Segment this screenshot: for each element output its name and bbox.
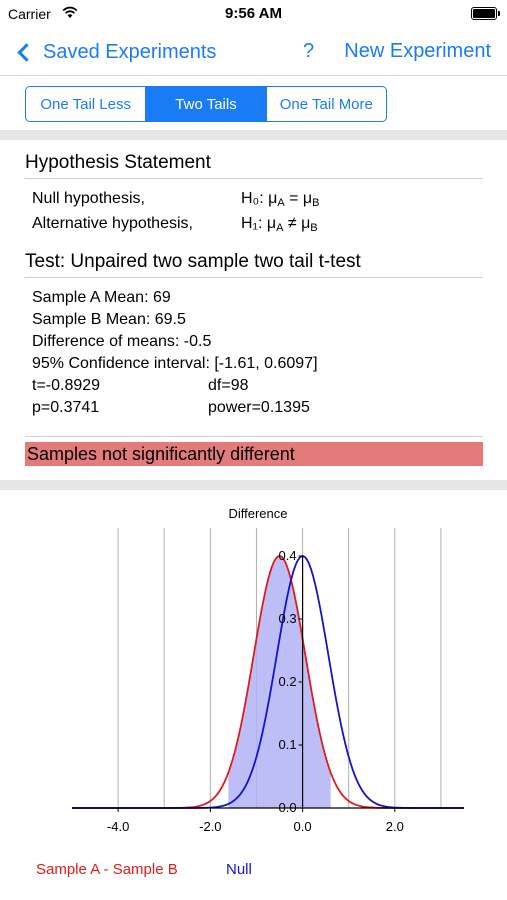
sample-b-mean: Sample B Mean: 69.5 — [32, 311, 186, 328]
navigation-bar: Saved Experiments ? New Experiment — [0, 28, 507, 76]
y-tick-label: 0.2 — [279, 674, 297, 689]
y-tick-label: 0.3 — [279, 611, 297, 626]
alt-formula-mid: ≠ μ — [283, 215, 311, 232]
wifi-icon — [62, 6, 78, 18]
segment-two-tails[interactable]: Two Tails — [146, 87, 267, 121]
confidence-interval: 95% Confidence interval: [-1.61, 0.6097] — [32, 355, 318, 372]
segment-one-tail-less[interactable]: One Tail Less — [26, 87, 147, 121]
carrier-label: Carrier — [8, 6, 51, 22]
y-tick-label: 0.4 — [279, 548, 297, 563]
chart-shaded-region — [228, 556, 331, 808]
alt-formula-start: H₁: μ — [241, 215, 277, 232]
difference-distribution-chart: Difference -4.0 -2.0 0.0 2.0 0.0 0.1 0.2 0.3 0.4 — [72, 506, 464, 834]
alternative-hypothesis-formula: H₁: μA ≠ μB — [241, 215, 318, 234]
results-rule — [25, 436, 483, 437]
result-banner: Samples not significantly different — [25, 442, 483, 466]
x-tick-label: -2.0 — [199, 819, 221, 834]
heading-rule — [25, 277, 483, 278]
back-button-label: Saved Experiments — [43, 40, 217, 63]
heading-rule — [25, 178, 483, 179]
null-hypothesis-label: Null hypothesis, — [32, 190, 145, 207]
chevron-left-icon — [17, 42, 36, 62]
t-statistic: t=-0.8929 — [32, 377, 101, 394]
subscript-a: A — [277, 197, 285, 209]
confidence-interval-shade — [228, 556, 331, 808]
alternative-hypothesis-label: Alternative hypothesis, — [32, 215, 193, 232]
subscript-b: B — [312, 197, 320, 209]
y-tick-label: 0.1 — [279, 737, 297, 752]
battery-icon — [471, 7, 500, 20]
null-formula-mid: = μ — [284, 190, 313, 207]
power-value: power=0.1395 — [208, 399, 310, 416]
x-tick-label: 2.0 — [386, 819, 404, 834]
null-hypothesis-formula: H₀: μA = μB — [241, 190, 319, 209]
hypothesis-heading: Hypothesis Statement — [25, 152, 211, 173]
p-value: p=0.3741 — [32, 399, 100, 416]
difference-of-means: Difference of means: -0.5 — [32, 333, 212, 350]
y-tick-label: 0.0 — [279, 800, 297, 815]
tail-type-segmented-control: One Tail Less Two Tails One Tail More — [25, 86, 387, 122]
legend-sample-difference: Sample A - Sample B — [36, 861, 178, 878]
status-bar: Carrier 9:56 AM — [0, 0, 507, 28]
section-divider — [0, 130, 507, 140]
new-experiment-button[interactable]: New Experiment — [344, 40, 491, 62]
x-tick-label: 0.0 — [294, 819, 312, 834]
test-heading: Test: Unpaired two sample two tail t-tes… — [25, 251, 361, 272]
degrees-of-freedom: df=98 — [208, 377, 249, 394]
subscript-a: A — [276, 222, 284, 234]
chart-axes: -4.0 -2.0 0.0 2.0 0.0 0.1 0.2 0.3 0.4 — [72, 548, 464, 834]
legend-null: Null — [226, 861, 252, 878]
help-button[interactable]: ? — [303, 40, 315, 62]
section-divider — [0, 480, 507, 490]
x-tick-label: -4.0 — [107, 819, 129, 834]
saved-experiments-back-button[interactable]: Saved Experiments — [14, 38, 216, 66]
null-formula-start: H₀: μ — [241, 190, 278, 207]
sample-a-mean: Sample A Mean: 69 — [32, 289, 171, 306]
subscript-b: B — [310, 222, 318, 234]
clock: 9:56 AM — [225, 5, 282, 22]
chart-title: Difference — [228, 506, 287, 521]
segment-one-tail-more[interactable]: One Tail More — [279, 95, 373, 113]
